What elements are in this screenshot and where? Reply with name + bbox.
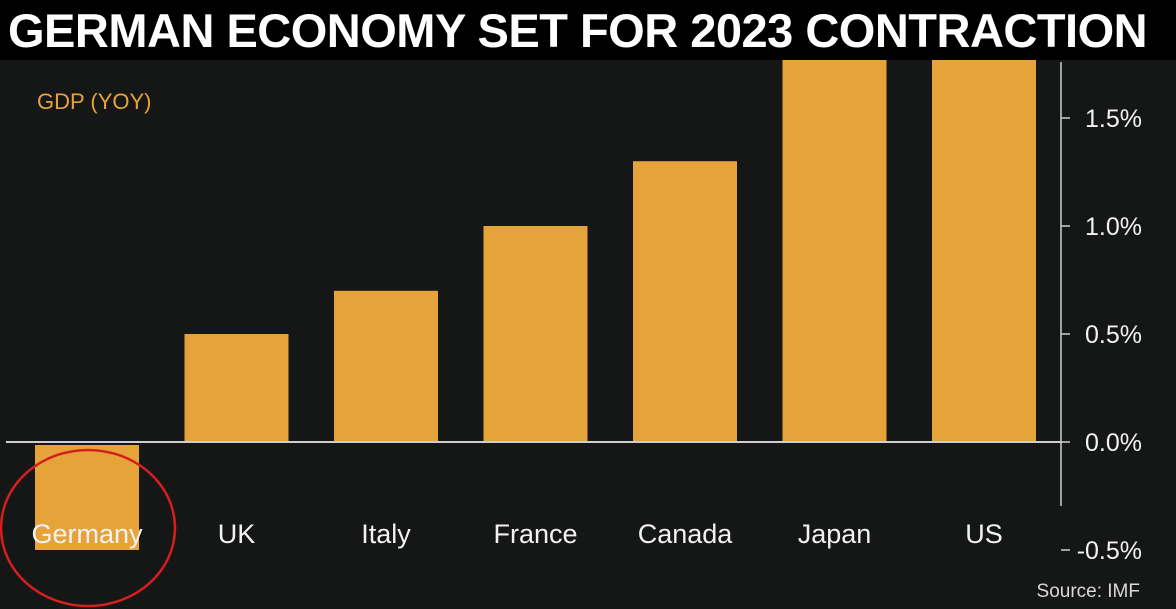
y-tick-label: 1.5% — [1085, 105, 1142, 133]
y-tick-label: -0.5% — [1077, 537, 1142, 565]
bars-group — [35, 60, 1036, 550]
measure-label: GDP (YOY) — [37, 89, 152, 114]
bar-chart: GDP (YOY) -0.5%0.0%0.5%1.0%1.5%2.0% Germ… — [0, 60, 1142, 608]
bar-us — [932, 60, 1036, 443]
y-tick-label: 0.0% — [1085, 429, 1142, 457]
category-label: France — [493, 519, 577, 549]
bar-japan — [782, 60, 887, 442]
bar-uk — [184, 334, 289, 442]
chart-area: GDP (YOY) -0.5%0.0%0.5%1.0%1.5%2.0% Germ… — [0, 60, 1176, 609]
y-axis-ticks: -0.5%0.0%0.5%1.0%1.5%2.0% — [1061, 105, 1142, 565]
highlight-circle — [0, 448, 177, 608]
chart-title: GERMAN ECONOMY SET FOR 2023 CONTRACTION — [8, 4, 1148, 57]
category-label: Canada — [638, 519, 734, 549]
category-label: Japan — [798, 519, 872, 549]
bar-canada — [633, 161, 737, 442]
category-label: Italy — [361, 519, 411, 549]
category-label: UK — [218, 519, 256, 549]
title-bar: GERMAN ECONOMY SET FOR 2023 CONTRACTION — [0, 0, 1176, 60]
category-label: US — [965, 519, 1003, 549]
bar-france — [483, 226, 588, 442]
category-labels: Germany UK Italy France Canada Japan US — [31, 519, 1002, 549]
y-tick-label: 1.0% — [1085, 213, 1142, 241]
y-tick-label: 0.5% — [1085, 321, 1142, 349]
category-label: Germany — [31, 519, 143, 549]
bar-germany — [35, 445, 139, 550]
bar-italy — [334, 290, 438, 442]
source-label: Source: IMF — [1037, 581, 1140, 602]
